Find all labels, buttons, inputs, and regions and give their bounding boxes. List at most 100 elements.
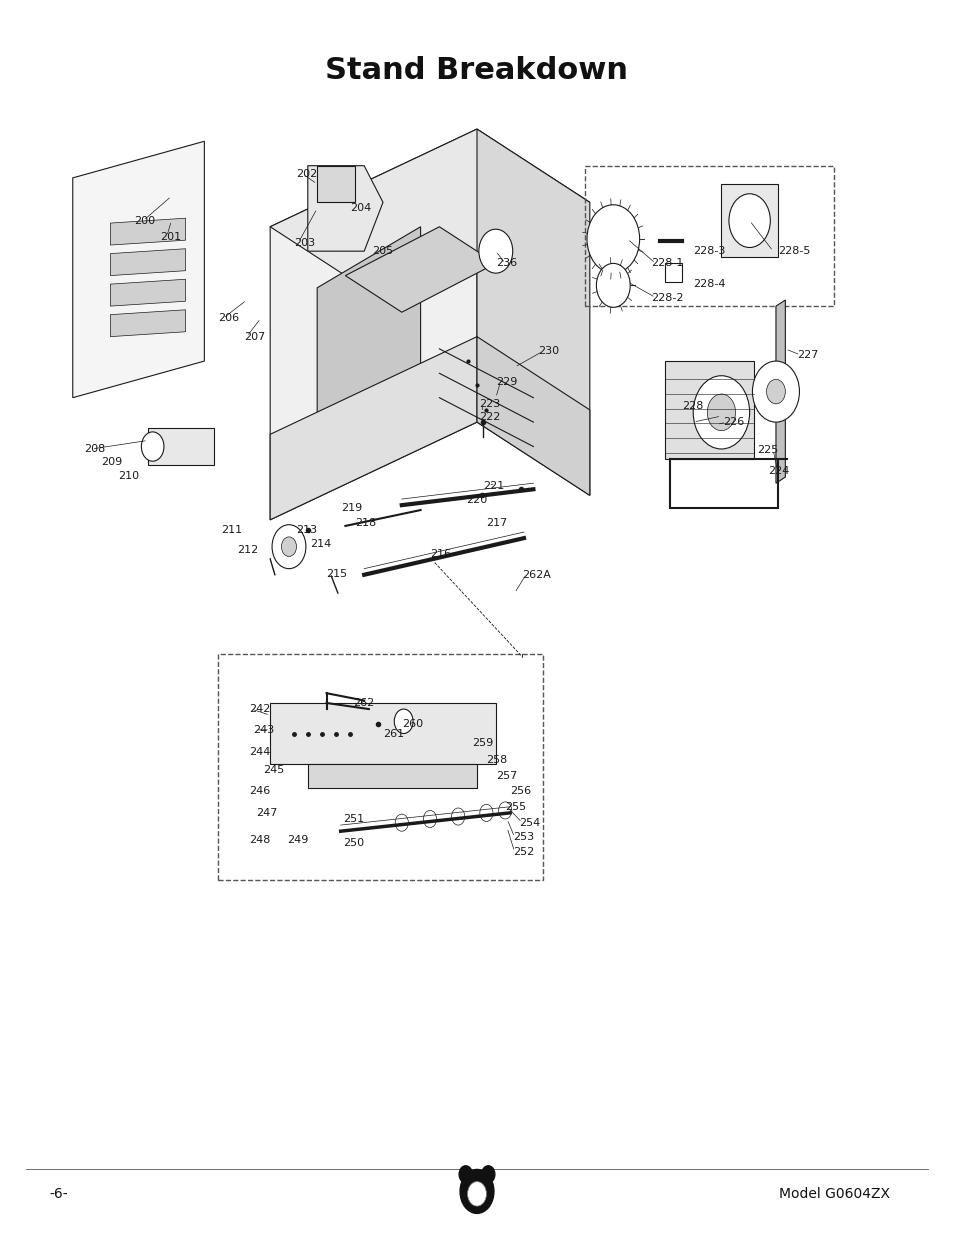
Text: 209: 209 bbox=[101, 457, 122, 467]
Text: 262: 262 bbox=[353, 698, 374, 708]
Text: 220: 220 bbox=[465, 495, 486, 505]
Text: 201: 201 bbox=[160, 231, 181, 242]
Text: Model G0604ZX: Model G0604ZX bbox=[778, 1187, 889, 1202]
Text: 253: 253 bbox=[512, 832, 534, 842]
Text: 259: 259 bbox=[472, 739, 493, 748]
Text: 230: 230 bbox=[537, 346, 558, 357]
Text: 208: 208 bbox=[84, 445, 105, 454]
Circle shape bbox=[451, 808, 464, 825]
Circle shape bbox=[141, 432, 164, 461]
Polygon shape bbox=[270, 337, 476, 520]
Text: 243: 243 bbox=[253, 725, 274, 735]
Text: 251: 251 bbox=[343, 814, 364, 824]
Text: 203: 203 bbox=[294, 237, 314, 248]
Polygon shape bbox=[316, 165, 355, 203]
Polygon shape bbox=[270, 128, 476, 520]
Polygon shape bbox=[270, 703, 496, 764]
Polygon shape bbox=[270, 128, 589, 300]
Circle shape bbox=[395, 814, 408, 831]
Circle shape bbox=[423, 810, 436, 827]
Text: 252: 252 bbox=[512, 847, 534, 857]
Text: 258: 258 bbox=[486, 756, 507, 766]
Text: 242: 242 bbox=[250, 704, 271, 714]
Text: 236: 236 bbox=[496, 258, 517, 268]
Polygon shape bbox=[308, 165, 382, 251]
Polygon shape bbox=[111, 219, 186, 245]
Text: 205: 205 bbox=[372, 246, 393, 256]
Circle shape bbox=[394, 709, 413, 734]
Text: 223: 223 bbox=[478, 399, 499, 409]
Polygon shape bbox=[720, 184, 777, 257]
Text: 228-4: 228-4 bbox=[693, 279, 725, 289]
Polygon shape bbox=[664, 263, 681, 282]
Text: 217: 217 bbox=[486, 519, 507, 529]
Bar bbox=[218, 655, 542, 881]
Circle shape bbox=[467, 1182, 486, 1207]
Text: 228-2: 228-2 bbox=[650, 293, 682, 303]
Polygon shape bbox=[148, 429, 213, 464]
Text: 250: 250 bbox=[343, 839, 364, 848]
Polygon shape bbox=[775, 300, 784, 483]
Circle shape bbox=[458, 1166, 472, 1183]
Text: 262A: 262A bbox=[521, 569, 551, 579]
Text: 249: 249 bbox=[287, 835, 308, 845]
Text: 200: 200 bbox=[133, 216, 154, 226]
Circle shape bbox=[752, 361, 799, 422]
Polygon shape bbox=[476, 337, 589, 495]
Text: 254: 254 bbox=[518, 818, 540, 827]
Text: 244: 244 bbox=[250, 747, 271, 757]
Bar bbox=[584, 165, 833, 306]
Polygon shape bbox=[111, 248, 186, 275]
Text: 248: 248 bbox=[250, 835, 271, 845]
Circle shape bbox=[281, 537, 296, 557]
Polygon shape bbox=[111, 279, 186, 306]
Text: 256: 256 bbox=[509, 785, 531, 795]
Polygon shape bbox=[664, 361, 754, 458]
Polygon shape bbox=[316, 227, 420, 447]
Text: 207: 207 bbox=[244, 332, 265, 342]
Circle shape bbox=[596, 263, 630, 308]
Text: 216: 216 bbox=[430, 550, 451, 559]
Circle shape bbox=[498, 802, 511, 819]
Text: 218: 218 bbox=[355, 519, 375, 529]
Text: 261: 261 bbox=[382, 729, 404, 739]
Text: 228-5: 228-5 bbox=[777, 246, 809, 256]
Text: 227: 227 bbox=[796, 350, 817, 359]
Text: 204: 204 bbox=[350, 204, 371, 214]
Text: 229: 229 bbox=[496, 377, 517, 387]
Circle shape bbox=[272, 525, 306, 568]
Polygon shape bbox=[308, 764, 476, 788]
Text: 213: 213 bbox=[296, 525, 317, 535]
Circle shape bbox=[706, 394, 735, 431]
Text: 245: 245 bbox=[262, 766, 284, 776]
Circle shape bbox=[728, 194, 769, 247]
Text: 214: 214 bbox=[310, 540, 331, 550]
Text: 210: 210 bbox=[118, 471, 139, 480]
Text: 246: 246 bbox=[250, 785, 271, 795]
Text: 257: 257 bbox=[496, 771, 517, 782]
Text: 202: 202 bbox=[296, 169, 317, 179]
Text: 224: 224 bbox=[767, 466, 789, 475]
Polygon shape bbox=[111, 310, 186, 337]
Circle shape bbox=[479, 804, 493, 821]
Text: 211: 211 bbox=[221, 525, 242, 535]
Circle shape bbox=[481, 1166, 495, 1183]
Text: 221: 221 bbox=[482, 480, 503, 490]
Circle shape bbox=[693, 375, 749, 450]
Text: 228: 228 bbox=[681, 401, 702, 411]
Text: 215: 215 bbox=[326, 568, 347, 578]
Text: 247: 247 bbox=[255, 808, 277, 818]
Text: 255: 255 bbox=[505, 802, 526, 811]
Text: 228-3: 228-3 bbox=[693, 246, 725, 256]
Text: Stand Breakdown: Stand Breakdown bbox=[325, 56, 628, 85]
Circle shape bbox=[766, 379, 784, 404]
Polygon shape bbox=[72, 141, 204, 398]
Text: 260: 260 bbox=[401, 719, 422, 729]
Text: 222: 222 bbox=[478, 412, 499, 422]
Text: 212: 212 bbox=[237, 546, 258, 556]
Text: 225: 225 bbox=[757, 445, 778, 456]
Circle shape bbox=[459, 1170, 494, 1214]
Text: 206: 206 bbox=[218, 314, 239, 324]
Text: 228-1: 228-1 bbox=[650, 258, 682, 268]
Text: 219: 219 bbox=[340, 503, 361, 513]
